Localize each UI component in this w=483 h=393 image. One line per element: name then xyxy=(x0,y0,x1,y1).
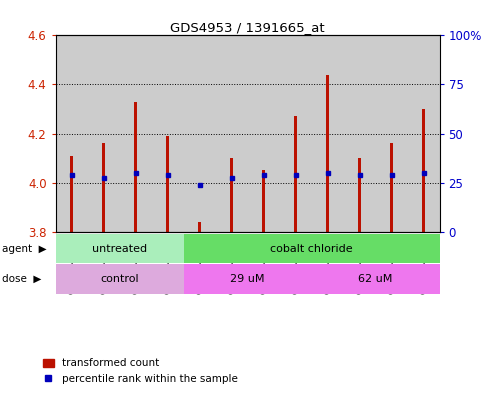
Bar xyxy=(198,222,201,232)
Text: untreated: untreated xyxy=(92,244,147,253)
Bar xyxy=(120,35,152,232)
Bar xyxy=(280,35,312,232)
Bar xyxy=(184,264,312,294)
Bar xyxy=(376,35,408,232)
Bar xyxy=(294,116,298,232)
Bar xyxy=(101,143,105,232)
Text: agent  ▶: agent ▶ xyxy=(2,244,47,253)
Text: control: control xyxy=(100,274,139,284)
Bar xyxy=(56,234,184,263)
Bar xyxy=(184,234,440,263)
Bar xyxy=(166,136,170,232)
Bar xyxy=(56,264,184,294)
Bar xyxy=(56,35,87,232)
Text: 62 uM: 62 uM xyxy=(358,274,393,284)
Bar xyxy=(343,35,376,232)
Bar xyxy=(312,264,440,294)
Bar xyxy=(312,35,343,232)
Bar xyxy=(229,158,233,232)
Text: cobalt chloride: cobalt chloride xyxy=(270,244,353,253)
Bar xyxy=(87,35,120,232)
Bar xyxy=(152,35,184,232)
Bar xyxy=(408,35,440,232)
Bar xyxy=(215,35,248,232)
Bar xyxy=(70,156,73,232)
Bar xyxy=(422,109,426,232)
Bar xyxy=(184,35,215,232)
Text: 29 uM: 29 uM xyxy=(230,274,265,284)
Bar xyxy=(357,158,361,232)
Bar xyxy=(390,143,394,232)
Bar xyxy=(262,171,266,232)
Legend: transformed count, percentile rank within the sample: transformed count, percentile rank withi… xyxy=(39,354,242,388)
Bar xyxy=(248,35,280,232)
Bar xyxy=(326,75,329,232)
Bar xyxy=(134,102,138,232)
Title: GDS4953 / 1391665_at: GDS4953 / 1391665_at xyxy=(170,21,325,34)
Text: dose  ▶: dose ▶ xyxy=(2,274,42,284)
